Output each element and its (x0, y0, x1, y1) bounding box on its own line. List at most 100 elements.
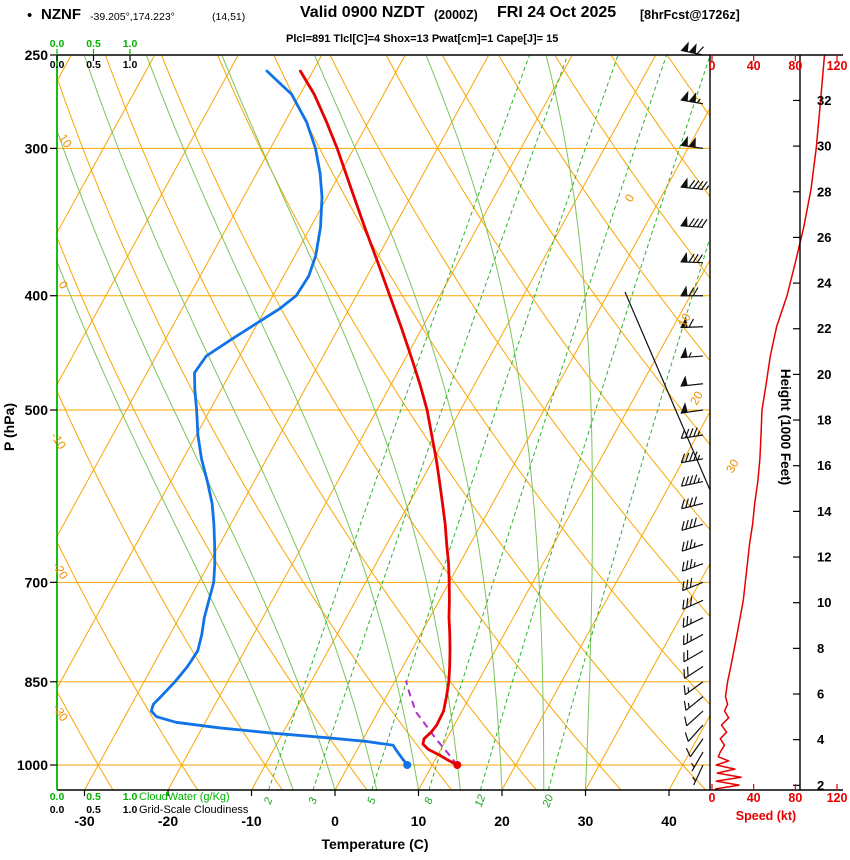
wind-barb (681, 458, 704, 464)
speed-axis-title: Speed (kt) (736, 809, 796, 823)
barb-flag (688, 137, 696, 148)
cloudwater-scale-label: 0.0 (50, 38, 65, 50)
barb-tick (681, 541, 685, 552)
speed-tick-label-top: 40 (747, 59, 761, 73)
dry-adiabat-label: 0 (56, 278, 72, 291)
barb-tick (688, 218, 695, 227)
temperature-tick-label: 40 (661, 813, 677, 829)
pressure-tick-label: 1000 (17, 757, 48, 773)
dry-adiabat-line (273, 55, 710, 706)
surface-temperature-dot (453, 761, 462, 770)
barb-tick (681, 520, 685, 531)
title-bullet-icon: • (27, 7, 33, 24)
height-tick-label: 30 (817, 139, 831, 154)
dry-adiabat-line (385, 55, 710, 531)
cloudiness-scale-label-bottom: 0.5 (86, 804, 101, 816)
barb-tick (681, 499, 685, 509)
valid-date: FRI 24 Oct 2025 (497, 4, 617, 21)
barb-tick (683, 685, 686, 695)
height-tick-label: 32 (817, 93, 831, 108)
dry-adiabat-line (57, 540, 199, 790)
isotherm-line (418, 258, 710, 790)
pressure-tick-label: 250 (25, 47, 49, 63)
dry-adiabat-line (57, 690, 114, 790)
mixing-ratio-line (312, 55, 569, 790)
height-tick-label: 24 (817, 276, 832, 291)
barb-tick (684, 716, 688, 726)
cloudwater-scale-label-bottom: 0.5 (86, 791, 101, 803)
cloudiness-scale-label: 0.5 (86, 59, 101, 71)
mixing-ratio-label: 3 (307, 795, 321, 806)
cloudiness-scale-label-bottom: 1.0 (123, 804, 138, 816)
mixing-ratio-line (371, 55, 619, 790)
height-axis-title: Height (1000 Feet) (778, 369, 793, 485)
height-tick-label: 16 (817, 458, 831, 473)
wind-barb (693, 764, 704, 786)
barb-half-tick (691, 762, 695, 768)
height-tick-label: 18 (817, 413, 831, 428)
mixing-ratio-line (268, 55, 531, 790)
cloudwater-scale-label: 0.5 (86, 38, 101, 50)
barb-tick (682, 581, 685, 591)
temperature-tick-label: 20 (494, 813, 510, 829)
barb-tick (685, 579, 689, 590)
dry-adiabat-line (57, 389, 283, 790)
barb-tick (689, 518, 693, 529)
barb-tick (689, 558, 693, 569)
barb-tick (682, 599, 685, 610)
barb-tick (689, 539, 693, 549)
valid-time: Valid 0900 NZDT (300, 4, 425, 21)
barb-tick (692, 287, 699, 297)
height-tick-label: 2 (817, 778, 824, 793)
barb-flag (680, 215, 688, 227)
wind-barb (686, 710, 704, 727)
cloudiness-scale-label-bottom: 0.0 (50, 804, 65, 816)
wind-barbs (680, 41, 710, 786)
barb-tick (685, 540, 689, 551)
wind-barb (682, 581, 704, 592)
barb-tick (701, 181, 708, 190)
moist-adiabat-line (221, 55, 461, 790)
station-id: NZNF (41, 6, 81, 23)
barb-half-tick (697, 477, 701, 483)
temperature-tick-label: 0 (331, 813, 339, 829)
barb-tick (684, 732, 689, 742)
barb-tick (680, 476, 685, 487)
wind-barb (687, 724, 704, 742)
barb-tick (685, 560, 689, 570)
height-tick-label: 12 (817, 550, 831, 565)
pressure-tick-label: 700 (25, 574, 49, 590)
barb-flag (688, 92, 697, 103)
corner-diagonal-line (624, 291, 711, 491)
barb-tick (693, 496, 698, 506)
isotherm-line (57, 55, 323, 538)
pressure-tick-label: 850 (25, 674, 49, 690)
dry-adiabat-line (217, 55, 707, 790)
dry-adiabat-line (160, 55, 622, 790)
speed-tick-label-bottom: 120 (827, 791, 848, 805)
wind-barb (684, 681, 704, 696)
speed-curve (714, 54, 826, 790)
isotherm-line (334, 107, 710, 790)
cloudiness-label: Grid-Scale Cloudiness (139, 804, 249, 816)
wind-barb (682, 599, 704, 610)
barb-flag (680, 346, 688, 359)
barb-tick (685, 747, 691, 758)
height-tick-label: 28 (817, 184, 831, 199)
isotherm-line (57, 55, 156, 234)
barb-tick (693, 427, 698, 437)
barb-tick (696, 46, 704, 55)
barb-tick (688, 179, 696, 189)
isotherm-label: 0 (622, 191, 638, 204)
barb-tick (685, 519, 689, 530)
barb-flag (688, 43, 697, 54)
barb-half-tick (688, 352, 692, 358)
isotherm-label: 10 (675, 311, 694, 330)
dry-adiabat-line (57, 76, 453, 790)
surface-dewpoint-dot (403, 761, 412, 770)
barb-tick (685, 476, 690, 486)
barb-tick (684, 428, 690, 438)
mixing-ratio-line (547, 236, 710, 790)
